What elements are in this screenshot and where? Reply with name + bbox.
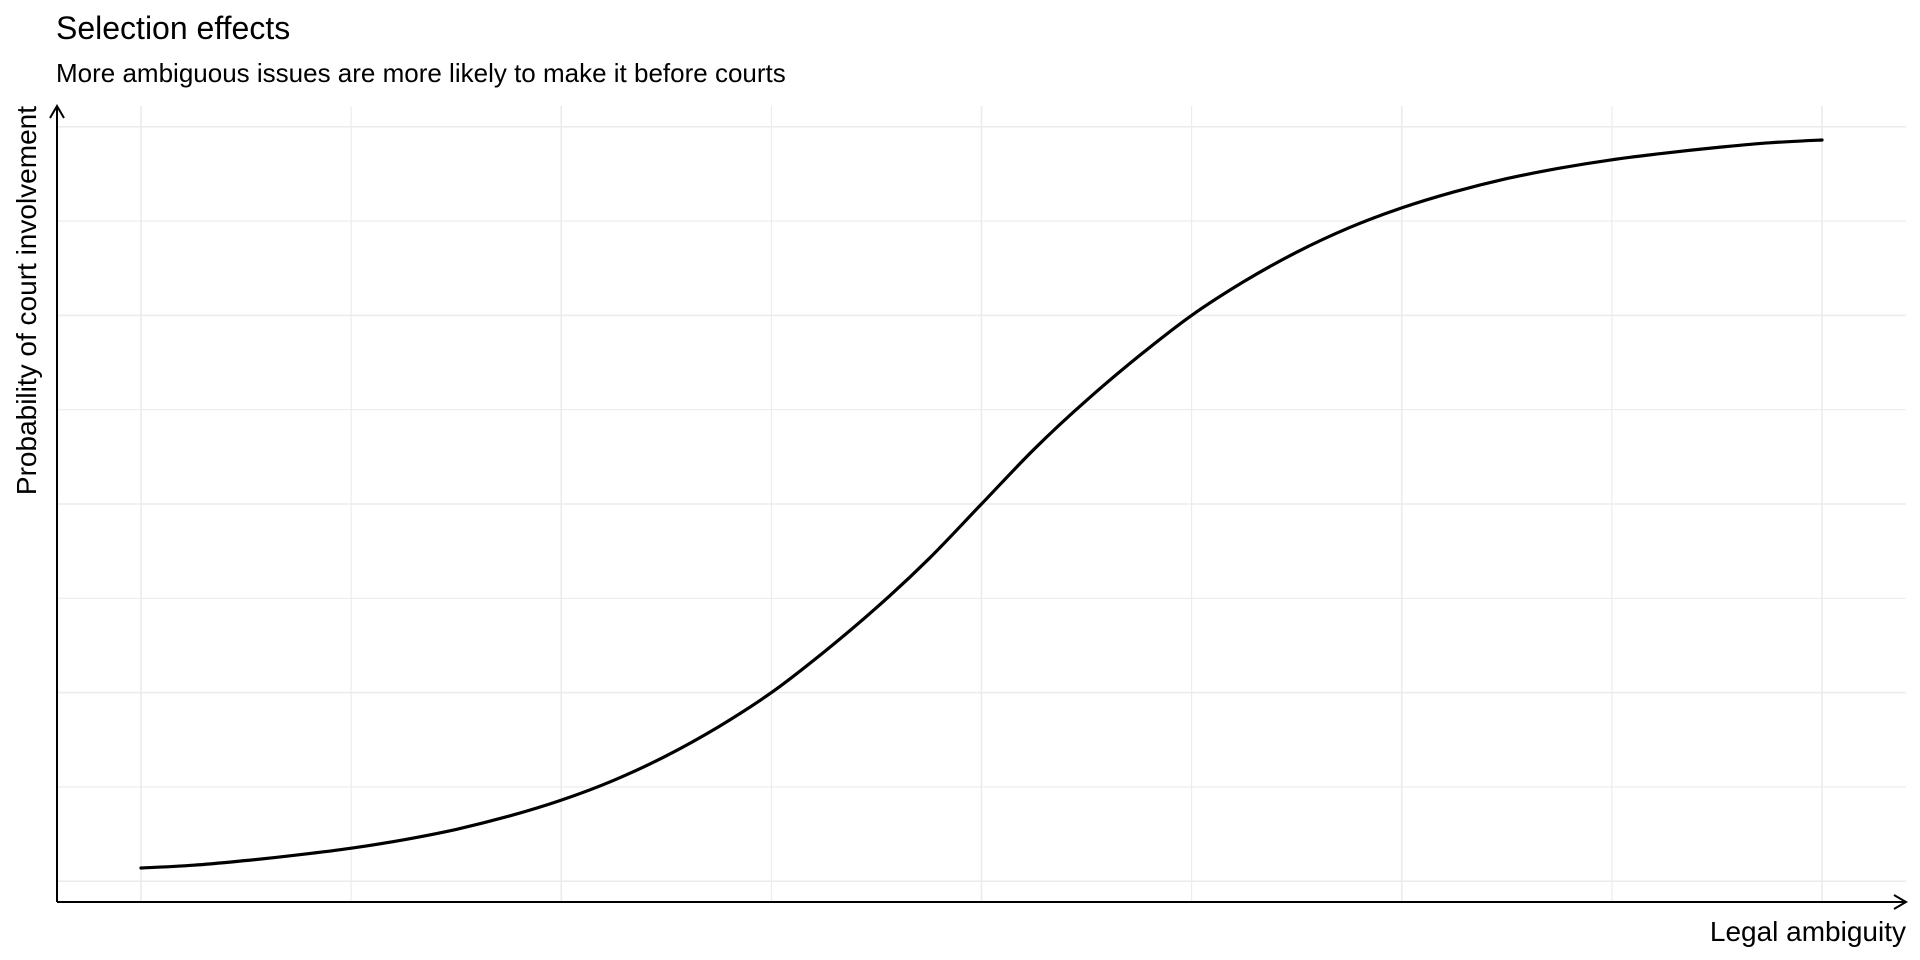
grid-minor-lines [57,106,1906,902]
axes [49,104,1908,910]
chart-title: Selection effects [56,10,291,46]
y-axis-label: Probability of court involvement [11,106,42,495]
chart-subtitle: More ambiguous issues are more likely to… [56,58,786,88]
x-axis-arrow-icon [1893,894,1908,910]
y-axis-arrow-icon [49,104,65,119]
probability-curve [139,138,1824,870]
x-axis-label: Legal ambiguity [1710,916,1906,947]
